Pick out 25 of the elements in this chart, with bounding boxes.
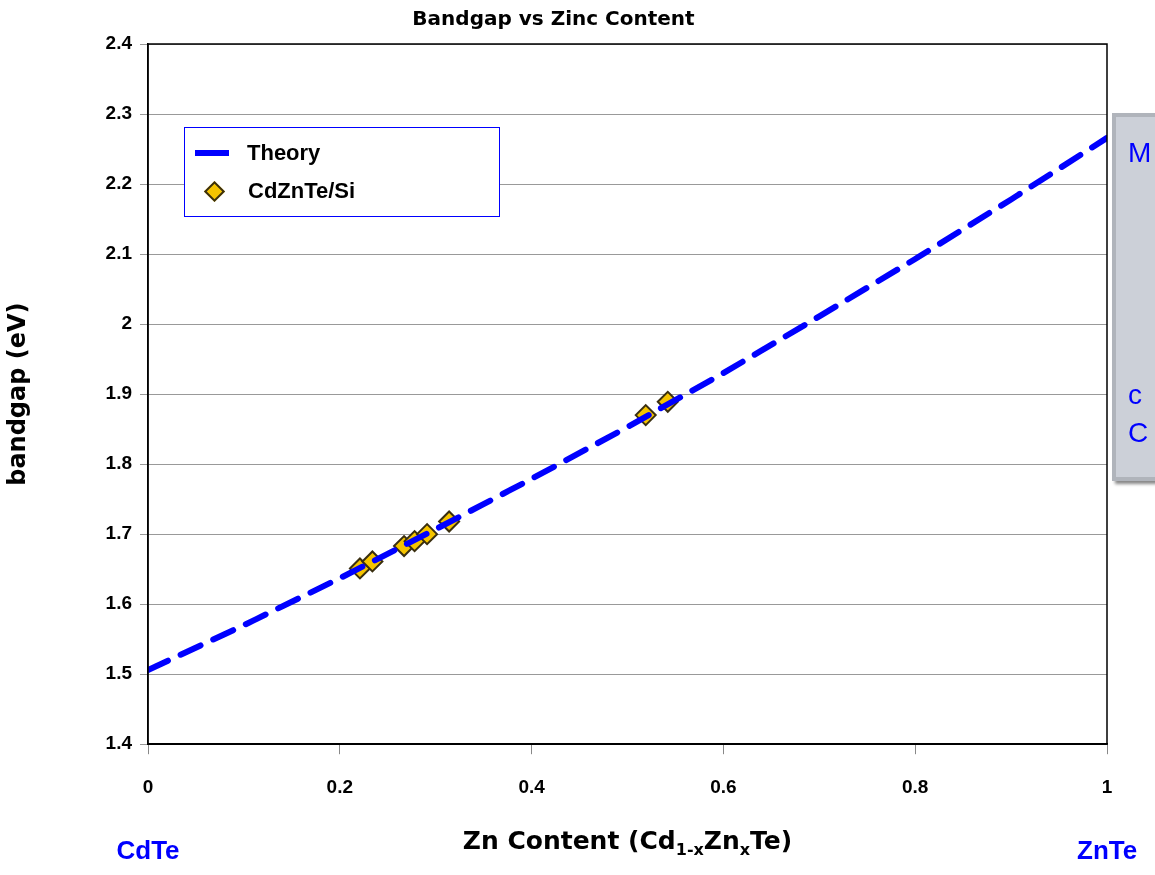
y-tick-label: 1.4 (105, 732, 133, 754)
y-axis-title: bandgap (eV) (2, 302, 31, 486)
legend-label: CdZnTe/Si (248, 178, 356, 204)
chart-title: Bandgap vs Zinc Content (412, 6, 696, 31)
y-tick-label: 1.5 (105, 662, 133, 684)
x-tick-label: 0 (142, 775, 154, 797)
x-tick-label: 0.2 (326, 775, 354, 797)
x-tick-label: 0.6 (710, 775, 737, 797)
legend-label: Theory (247, 140, 321, 166)
x-tick-label: 0.8 (901, 775, 929, 797)
y-tick-label: 1.9 (105, 382, 132, 404)
y-tick-label: 2.2 (105, 172, 132, 194)
text: CdTe (116, 835, 180, 866)
y-tick-label: 1.8 (105, 452, 132, 474)
y-tick-label: 2.1 (105, 242, 133, 264)
x-axis-title: Zn Content (Cd$_{1-x}$Zn$_{x}$Te) (462, 826, 793, 859)
callout-box: M c C (1112, 113, 1155, 481)
y-tick-label: 1.6 (105, 592, 132, 614)
x-tick-label: 0.4 (518, 775, 546, 797)
x-tick-label: 1 (1101, 775, 1113, 797)
y-tick-label: 2 (121, 312, 132, 334)
y-tick-label: 2.4 (105, 32, 133, 54)
y-tick-label: 2.3 (105, 102, 132, 124)
text: ZnTe (1077, 835, 1138, 866)
y-tick-label: 1.7 (105, 522, 132, 544)
